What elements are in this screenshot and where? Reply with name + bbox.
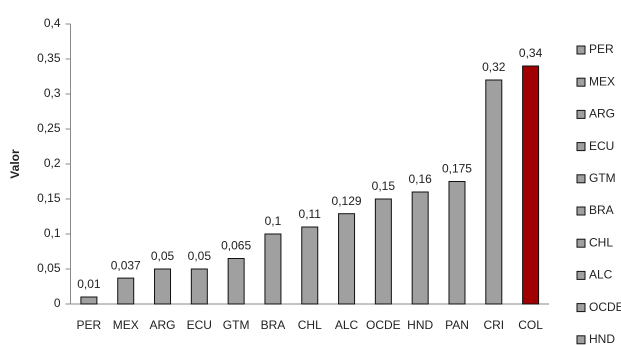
x-tick-label: COL: [518, 318, 543, 332]
data-label: 0,11: [299, 207, 322, 221]
x-tick-label: MEX: [113, 318, 139, 332]
bar: [485, 79, 503, 305]
data-label: 0,037: [111, 258, 141, 272]
y-tick-label: 0,25: [37, 121, 61, 135]
legend-swatch: [576, 77, 586, 87]
data-label: 0,01: [77, 277, 101, 291]
bar: [117, 277, 135, 305]
legend-label: OCDE: [589, 300, 621, 314]
bar: [190, 268, 208, 305]
legend-label: GTM: [589, 171, 616, 185]
data-label: 0,16: [408, 172, 432, 186]
data-label: 0,05: [188, 249, 212, 263]
legend-label: ECU: [589, 139, 614, 153]
legend-swatch: [576, 206, 586, 216]
legend-swatch: [576, 45, 586, 55]
x-tick-label: CHL: [298, 318, 322, 332]
x-tick-label: PAN: [445, 318, 469, 332]
legend-swatch: [576, 335, 586, 345]
data-label: 0,129: [332, 194, 362, 208]
y-tick-label: 0: [54, 296, 61, 310]
y-tick-label: 0,1: [44, 226, 61, 240]
x-tick-label: BRA: [261, 318, 286, 332]
x-tick-label: ALC: [335, 318, 359, 332]
y-tick-label: 0,35: [37, 51, 61, 65]
y-tick-label: 0,05: [37, 261, 61, 275]
legend-label: ARG: [589, 107, 615, 121]
bar: [80, 296, 98, 305]
data-label: 0,32: [482, 60, 506, 74]
bar: [154, 268, 172, 305]
legend-label: ALC: [589, 268, 613, 282]
x-tick-label: ARG: [150, 318, 176, 332]
x-tick-label: OCDE: [366, 318, 401, 332]
data-label: 0,15: [372, 179, 396, 193]
legend-swatch: [576, 303, 586, 313]
legend-swatch: [576, 174, 586, 184]
x-tick-label: GTM: [223, 318, 250, 332]
data-label: 0,34: [519, 46, 543, 60]
legend-swatch: [576, 109, 586, 119]
legend-label: CHL: [589, 235, 613, 249]
data-label: 0,05: [151, 249, 175, 263]
data-label: 0,065: [221, 239, 251, 253]
bar: [301, 226, 319, 305]
bar: [448, 181, 466, 305]
bar: [338, 213, 356, 305]
data-label: 0,175: [442, 162, 472, 176]
y-tick-label: 0,2: [44, 156, 61, 170]
x-tick-label: PER: [77, 318, 102, 332]
y-tick-label: 0,3: [44, 86, 61, 100]
x-tick-label: HND: [407, 318, 433, 332]
bar: [227, 258, 245, 305]
bar: [411, 191, 429, 305]
legend-label: HND: [589, 332, 615, 345]
legend-swatch: [576, 270, 586, 280]
x-tick-label: ECU: [187, 318, 212, 332]
legend-label: BRA: [589, 203, 614, 217]
legend-swatch: [576, 142, 586, 152]
bar: [264, 233, 282, 305]
data-label: 0,1: [265, 214, 282, 228]
y-axis-label: Valor: [8, 149, 22, 179]
y-tick-label: 0,4: [44, 16, 61, 30]
legend-label: MEX: [589, 74, 615, 88]
legend-swatch: [576, 238, 586, 248]
bar: [374, 198, 392, 305]
x-tick-label: CRI: [483, 318, 504, 332]
y-tick-label: 0,15: [37, 191, 61, 205]
legend-label: PER: [589, 42, 614, 56]
bar: [522, 65, 540, 305]
